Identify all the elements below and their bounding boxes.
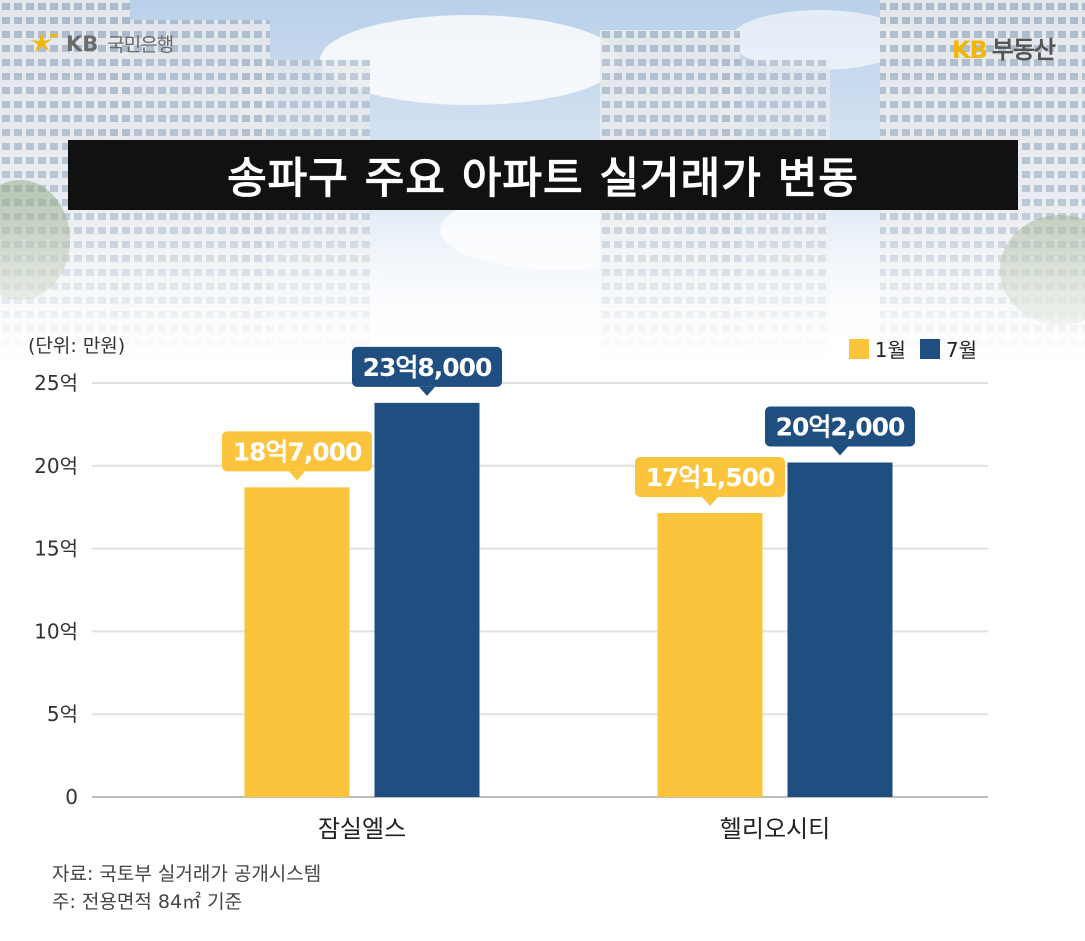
legend-label-jan: 1월 [874,338,906,362]
data-label-pointer [289,471,305,481]
data-label: 17억1,500 [646,463,775,492]
bank-kb-text: KB [66,31,99,56]
kb-kookmin-bank-logo: KB 국민은행 [30,30,174,57]
legend-label-jul: 7월 [945,338,977,362]
data-label-bubble [765,406,915,447]
data-label: 23억8,000 [363,353,492,382]
data-label-bubble [222,431,372,472]
data-label-pointer [702,496,718,506]
bar-chart: 0 5억 10억 15억 20억 25억 18억7,000 23억8,000 잠실엘스 17억1,… [34,346,988,843]
y-tick-label: 10억 [34,619,78,643]
x-category-label: 잠실엘스 [318,815,406,843]
kb-star-icon [30,31,58,53]
legend-swatch-jan [848,338,869,359]
bar [787,462,893,797]
bank-name-text: 국민은행 [107,34,174,56]
y-tick-label: 0 [65,785,78,809]
y-tick-label: 5억 [47,702,78,726]
title-banner: 송파구 주요 아파트 실거래가 변동 [68,140,1018,210]
kb-realestate-logo: KB 부동산 [951,30,1056,65]
data-label-bubble [635,456,785,497]
legend-item-jan: 1월 [848,334,906,363]
data-label-pointer [419,386,435,396]
realestate-name-text: 부동산 [991,36,1056,64]
footer-notes: 자료: 국토부 실거래가 공개시스템 주: 전용면적 84㎡ 기준 [52,860,321,916]
data-label: 20억2,000 [776,412,905,441]
legend-item-jul: 7월 [919,334,977,363]
legend-swatch-jul [919,338,940,359]
data-label-pointer [832,446,848,456]
data-label: 18억7,000 [233,437,362,466]
legend: 1월 7월 [835,334,977,363]
footnote-text: 주: 전용면적 84㎡ 기준 [52,891,243,913]
data-label-bubble [352,346,502,387]
y-tick-label: 15억 [34,537,78,561]
unit-label: (단위: 만원) [28,335,126,357]
y-tick-label: 25억 [34,371,78,395]
bar [374,402,480,797]
source-text: 자료: 국토부 실거래가 공개시스템 [52,863,322,885]
bar [657,512,763,797]
realestate-kb-text: KB [951,36,988,64]
chart-title: 송파구 주요 아파트 실거래가 변동 [227,154,859,204]
x-category-label: 헬리오시티 [720,815,830,843]
y-tick-label: 20억 [34,454,78,478]
bar [244,487,350,797]
